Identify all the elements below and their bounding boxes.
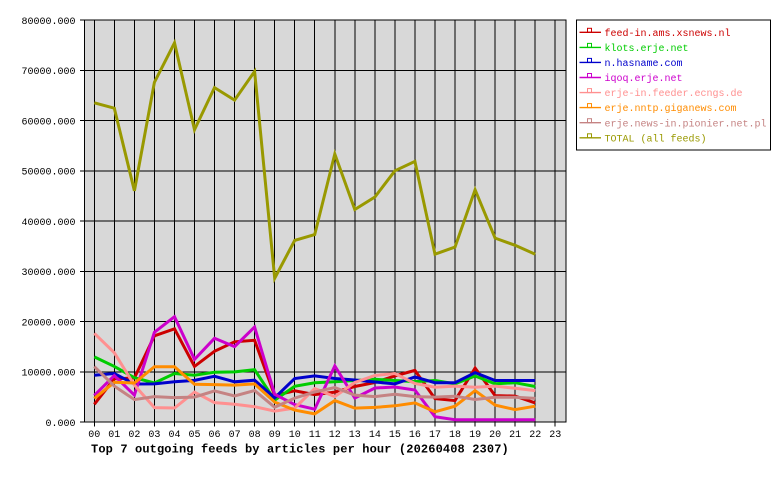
svg-text:03: 03 (148, 430, 160, 441)
svg-text:30000.000: 30000.000 (21, 268, 75, 279)
svg-text:iqoq.erje.net: iqoq.erje.net (605, 73, 683, 85)
svg-text:60000.000: 60000.000 (21, 117, 75, 128)
svg-text:klots.erje.net: klots.erje.net (605, 43, 689, 55)
svg-text:erje-in.feeder.ecngs.de: erje-in.feeder.ecngs.de (605, 88, 743, 100)
svg-text:erje.news-in.pionier.net.pl: erje.news-in.pionier.net.pl (605, 118, 767, 130)
svg-text:0.000: 0.000 (45, 419, 75, 430)
svg-text:13: 13 (349, 430, 361, 441)
svg-text:70000.000: 70000.000 (21, 67, 75, 78)
svg-text:10: 10 (289, 430, 301, 441)
svg-text:40000.000: 40000.000 (21, 218, 75, 229)
svg-text:10000.000: 10000.000 (21, 369, 75, 380)
svg-text:11: 11 (309, 430, 321, 441)
svg-text:08: 08 (249, 430, 261, 441)
svg-text:06: 06 (208, 430, 220, 441)
svg-text:04: 04 (168, 430, 180, 441)
svg-text:18: 18 (449, 430, 461, 441)
svg-text:02: 02 (128, 430, 140, 441)
svg-text:22: 22 (529, 430, 541, 441)
svg-text:15: 15 (389, 430, 401, 441)
svg-text:erje.nntp.giganews.com: erje.nntp.giganews.com (605, 103, 737, 115)
svg-text:feed-in.ams.xsnews.nl: feed-in.ams.xsnews.nl (605, 28, 731, 40)
svg-text:21: 21 (509, 430, 521, 441)
svg-text:17: 17 (429, 430, 441, 441)
svg-text:07: 07 (229, 430, 241, 441)
svg-text:23: 23 (549, 430, 561, 441)
svg-text:n.hasname.com: n.hasname.com (605, 58, 683, 70)
svg-text:00: 00 (88, 430, 100, 441)
svg-text:12: 12 (329, 430, 341, 441)
svg-text:01: 01 (108, 430, 120, 441)
svg-text:20000.000: 20000.000 (21, 318, 75, 329)
svg-text:20: 20 (489, 430, 501, 441)
svg-text:19: 19 (469, 430, 481, 441)
svg-text:50000.000: 50000.000 (21, 168, 75, 179)
svg-text:Top 7 outgoing feeds by articl: Top 7 outgoing feeds by articles per hou… (91, 443, 509, 457)
svg-text:16: 16 (409, 430, 421, 441)
svg-text:05: 05 (188, 430, 200, 441)
svg-text:09: 09 (269, 430, 281, 441)
svg-text:TOTAL (all feeds): TOTAL (all feeds) (605, 133, 707, 145)
svg-text:80000.000: 80000.000 (21, 17, 75, 28)
svg-text:14: 14 (369, 430, 381, 441)
